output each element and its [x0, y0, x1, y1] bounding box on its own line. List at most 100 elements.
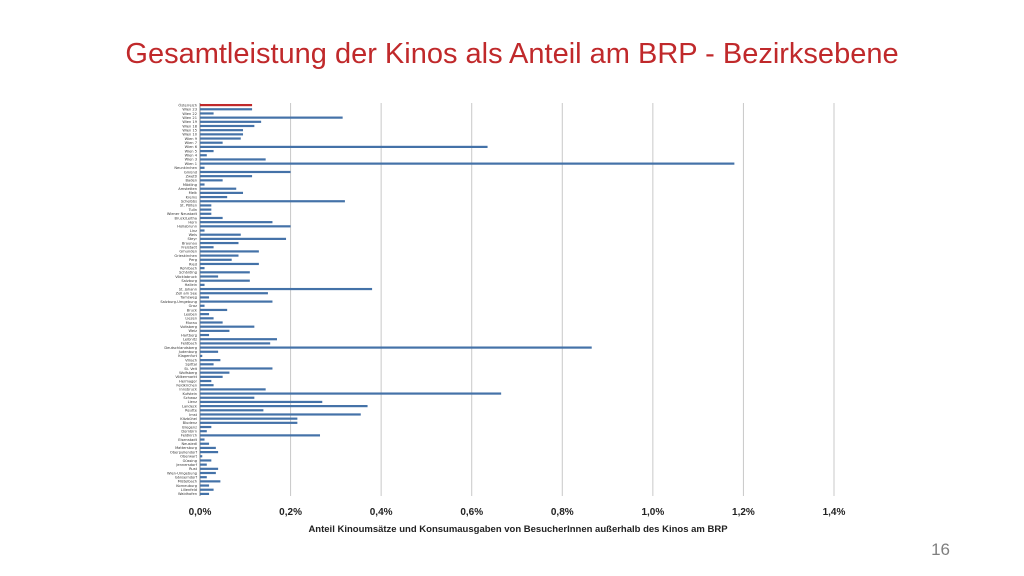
bar [200, 258, 232, 261]
bar [200, 484, 210, 487]
category-label: Bruck/Leitha [174, 216, 197, 220]
bar [200, 191, 244, 194]
category-label: Deutschlandsberg [164, 346, 197, 350]
category-label: Feldbach [181, 342, 197, 346]
category-label: Liezen [185, 317, 197, 321]
bar [200, 438, 205, 441]
category-label: Wien 7 [185, 141, 197, 145]
bar [200, 149, 214, 153]
bar [200, 187, 237, 190]
category-label: Graz [189, 304, 197, 308]
bar [200, 216, 223, 220]
bar [200, 292, 268, 295]
category-label: Baden [186, 179, 197, 183]
bar [200, 325, 255, 328]
category-label: Hartberg [181, 333, 197, 337]
bar [200, 329, 230, 332]
bar [200, 409, 264, 412]
category-label: Bludenz [183, 421, 198, 425]
bar [200, 145, 488, 148]
category-label: Klagenfurt [178, 354, 197, 358]
category-label: Horn [188, 220, 197, 224]
category-label: Leibnitz [183, 338, 197, 342]
bar [200, 200, 345, 203]
bar [200, 137, 241, 140]
category-label: Neusiedl [181, 442, 197, 446]
bar [200, 103, 253, 107]
category-label: Neunkirchen [174, 166, 197, 170]
bar [200, 417, 298, 420]
bar [200, 120, 262, 123]
category-label: Wien-Umgebung [167, 471, 197, 475]
category-label: St. Veit [184, 367, 197, 371]
category-label: Wels [189, 233, 198, 237]
bar [200, 459, 212, 462]
bar [200, 451, 219, 454]
bar [200, 321, 223, 324]
bar [200, 179, 223, 182]
bar [200, 375, 223, 378]
bar [200, 367, 273, 370]
category-label: Lilienfeld [181, 488, 197, 492]
category-label: Feldkirchen [176, 384, 197, 388]
category-label: Wien 10 [182, 133, 197, 137]
bar [200, 225, 291, 228]
bar [200, 212, 212, 215]
bar [200, 480, 221, 483]
bar [200, 363, 214, 366]
bar [200, 275, 219, 278]
bar [200, 287, 373, 291]
category-label: Scheibbs [181, 200, 197, 204]
x-axis-title: Anteil Kinoumsätze und Konsumausgaben vo… [308, 524, 728, 535]
category-label: Wolfsberg [179, 371, 197, 375]
category-label: St. Pölten [180, 204, 197, 208]
bar [200, 442, 210, 445]
category-label: Wien 5 [185, 149, 197, 153]
category-label: Salzburg-Umgebung [160, 300, 197, 304]
bar [200, 267, 205, 270]
bar [200, 308, 228, 312]
category-label: Tulln [188, 208, 197, 212]
bar [200, 371, 230, 374]
category-label: Güssing [183, 459, 197, 463]
bar [200, 296, 210, 299]
category-label: Wien 9 [185, 137, 198, 141]
bar [200, 476, 207, 479]
bar [200, 175, 253, 178]
category-label: Wiener Neustadt [167, 212, 198, 216]
bar [200, 400, 323, 404]
bar [200, 354, 203, 358]
category-label: Bruck [187, 308, 198, 312]
category-label: Rust [189, 467, 197, 471]
category-label: Zell am See [176, 292, 198, 296]
category-label: Freistadt [181, 246, 197, 250]
bar [200, 379, 212, 383]
bar [200, 396, 255, 399]
bar [200, 262, 259, 266]
bar [200, 392, 502, 395]
category-label: Gmunden [179, 250, 197, 254]
bar [200, 233, 241, 236]
category-label: Voitsberg [180, 325, 197, 329]
category-label: Oberwart [180, 455, 197, 459]
x-tick-label: 0,8% [551, 507, 574, 518]
category-label: Landeck [182, 404, 198, 408]
bar [200, 425, 212, 429]
category-label: Wien 23 [182, 108, 197, 112]
bar [200, 283, 205, 286]
category-label: Wien 19 [182, 120, 197, 124]
bar [200, 279, 250, 282]
bar [200, 467, 219, 470]
bar [200, 108, 253, 111]
bar [200, 346, 592, 349]
bar [200, 304, 205, 307]
category-label: Perg [189, 258, 197, 262]
category-label: Wien 1 [185, 162, 197, 166]
bar [200, 195, 228, 199]
category-label: Weiz [189, 329, 198, 333]
category-label: Völkermarkt [175, 375, 197, 379]
bar [200, 492, 210, 496]
category-label: Hermagor [179, 379, 198, 383]
